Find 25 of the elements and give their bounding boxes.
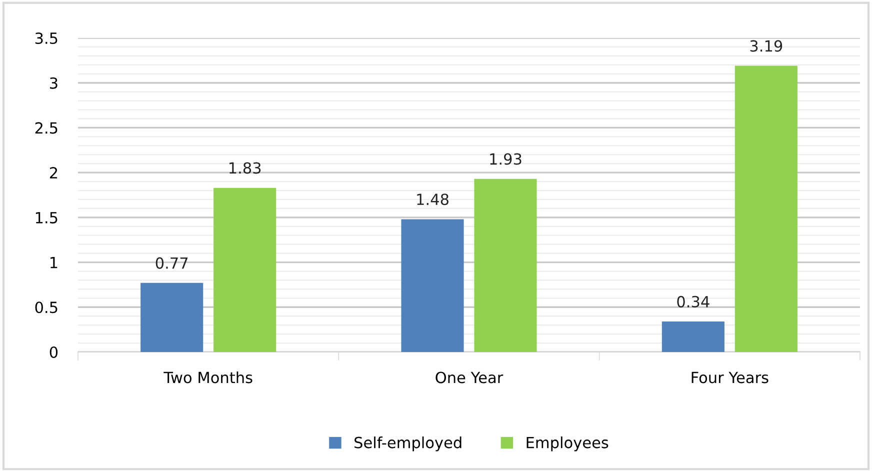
data-label: 1.83	[229, 162, 261, 174]
data-label: 3.19	[750, 40, 782, 52]
bar	[734, 66, 798, 352]
y-tick-label: 1.5	[36, 212, 58, 224]
data-label: 0.34	[677, 296, 710, 308]
legend-label: Self-employed	[354, 436, 462, 452]
data-label: 0.77	[156, 257, 188, 269]
y-tick-label: 3	[50, 77, 58, 89]
y-tick-label: 2.5	[35, 122, 58, 134]
y-tick-label: 3.5	[35, 32, 58, 44]
bar	[662, 321, 724, 352]
y-tick-label: 2	[50, 167, 58, 178]
bar	[140, 282, 204, 352]
legend-label: Employees	[526, 436, 608, 452]
x-tick-label: One Year	[436, 372, 504, 384]
x-tick-label: Four Years	[692, 372, 768, 384]
bar	[474, 178, 537, 352]
data-label: 1.93	[490, 153, 522, 165]
y-tick-label: 1	[50, 256, 58, 268]
data-label: 1.48	[417, 194, 448, 206]
y-tick-label: 0	[50, 346, 58, 358]
x-tick-label: Two Months	[164, 371, 252, 384]
bar	[401, 219, 464, 352]
y-tick-label: 0.5	[35, 302, 58, 314]
bar	[214, 188, 276, 352]
